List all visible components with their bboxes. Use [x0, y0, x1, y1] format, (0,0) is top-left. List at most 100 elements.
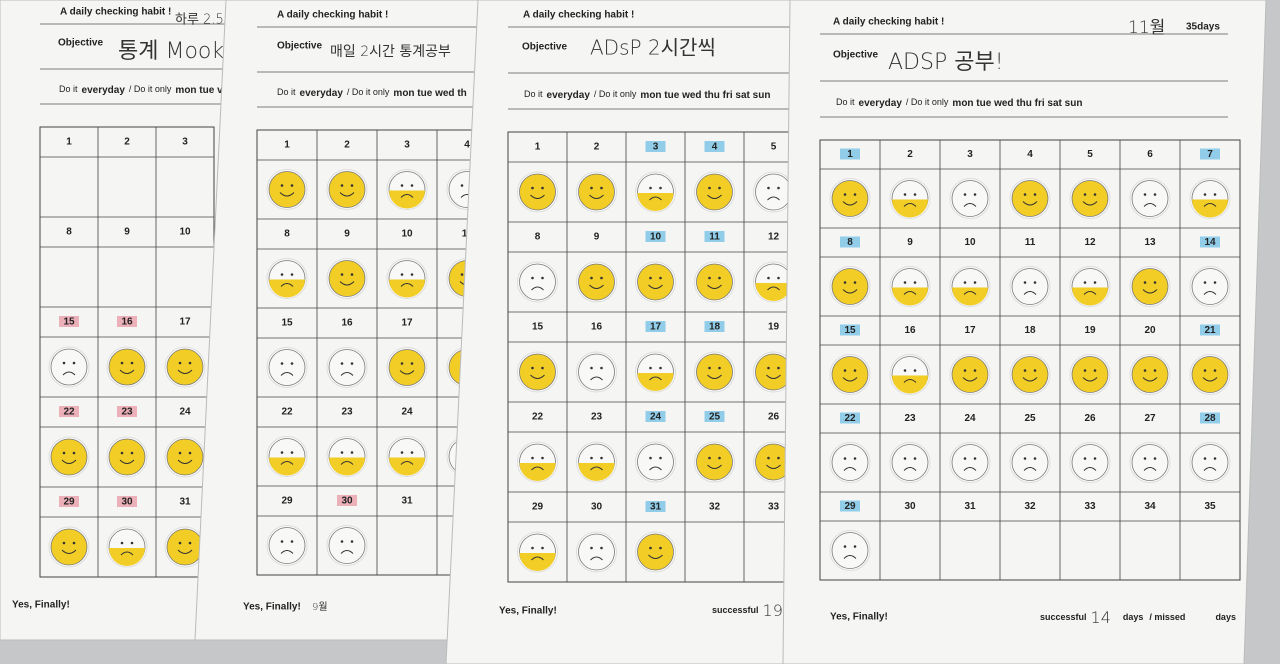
day-number: 20: [1144, 325, 1156, 336]
sheet-header: A daily checking habit !: [60, 7, 171, 18]
eye: [777, 276, 780, 280]
sticker-half: [578, 463, 615, 482]
eye: [460, 273, 464, 276]
paper: [782, 0, 1267, 664]
day-number: 21: [1204, 325, 1216, 336]
objective-note: 하루 2.5시: [175, 13, 236, 28]
day-number: 34: [1144, 501, 1156, 512]
day-number: 27: [1144, 413, 1156, 424]
mouth: [843, 467, 857, 471]
eye: [708, 186, 711, 190]
day-number: 4: [1027, 149, 1033, 160]
eye: [1033, 369, 1037, 372]
eye: [1023, 457, 1027, 460]
sticker-face: [696, 263, 733, 301]
eye: [590, 366, 593, 370]
habit-sheet: A daily checking habit ! Objective ADSP 공부…: [782, 0, 1267, 664]
day-number: 1: [284, 140, 290, 151]
sticker-face: [578, 263, 615, 301]
day-number: 5: [1087, 149, 1093, 160]
mouth: [589, 284, 604, 289]
mouth: [842, 201, 858, 206]
day-number: 1: [535, 142, 541, 153]
eye: [600, 456, 603, 460]
sticker-face: [831, 444, 869, 481]
do-it-do-it: Do it: [59, 84, 78, 94]
eye: [913, 193, 917, 196]
day-number: 12: [1084, 237, 1096, 248]
eye: [913, 457, 917, 460]
mouth: [531, 286, 544, 291]
eye: [1213, 457, 1217, 460]
mouth: [707, 194, 722, 199]
eye: [767, 276, 770, 280]
mouth: [280, 283, 294, 287]
habit-sheet: A daily checking habit ! Objective 매일 2시간 …: [194, 0, 498, 641]
mouth: [963, 467, 977, 471]
day-number: 35: [1204, 501, 1216, 512]
mouth: [648, 284, 663, 289]
eye: [340, 184, 344, 187]
objective-label: Objective: [833, 50, 878, 61]
mouth: [399, 370, 415, 375]
day-tape: [59, 406, 79, 417]
sticker-half: [892, 287, 928, 306]
mouth: [339, 192, 355, 197]
sticker-face: [166, 348, 204, 386]
sticker-face: [578, 173, 615, 211]
eye: [350, 451, 354, 454]
mouth: [962, 377, 978, 382]
eye: [1033, 281, 1037, 284]
mouth: [1143, 203, 1157, 207]
day-tape: [117, 316, 137, 327]
success-missed: / missed: [1149, 612, 1185, 622]
do-it-everyday: everyday: [859, 98, 903, 109]
eye: [718, 276, 721, 280]
day-number: 31: [401, 496, 413, 507]
mouth: [119, 459, 135, 464]
sticker-half: [952, 287, 988, 306]
day-number: 30: [591, 502, 603, 513]
mouth: [903, 467, 917, 471]
sticker-face: [1131, 356, 1169, 393]
mouth: [963, 203, 977, 207]
success-line: successful 19: [712, 601, 783, 620]
sticker-face: [578, 353, 615, 391]
day-number: 17: [650, 322, 662, 333]
day-tape: [840, 324, 860, 336]
day-number: 3: [404, 140, 410, 151]
eye: [708, 456, 711, 460]
do-it-do-it-only: / Do it only: [129, 84, 172, 94]
do-it-do-it: Do it: [524, 89, 543, 99]
eye: [777, 366, 780, 370]
sticker-face: [388, 349, 426, 386]
day-number: 14: [1204, 237, 1216, 248]
success-days-label2: days: [1215, 612, 1236, 622]
day-tape: [337, 495, 357, 506]
day-tape: [704, 411, 725, 422]
eye: [659, 186, 662, 190]
day-number: 7: [1207, 149, 1213, 160]
day-tape: [840, 500, 860, 512]
day-tape: [1200, 324, 1220, 336]
sticker-half: [892, 375, 928, 394]
day-number: 13: [1144, 237, 1156, 248]
sticker-face: [519, 353, 556, 391]
sticker-half: [637, 193, 674, 211]
eye: [767, 186, 770, 190]
mouth: [766, 374, 781, 379]
do-it-weekdays: mon tue wed th: [393, 88, 466, 99]
mouth: [61, 549, 77, 554]
day-number: 9: [594, 232, 600, 243]
sticker-face: [831, 180, 869, 217]
mouth: [280, 372, 294, 376]
total-days: 35days: [1186, 22, 1220, 33]
eye: [541, 186, 544, 190]
sticker-half: [519, 553, 556, 571]
day-number: 15: [281, 318, 293, 329]
eye: [410, 273, 414, 276]
day-number: 16: [904, 325, 916, 336]
eye: [531, 276, 534, 280]
sheet-header: A daily checking habit !: [833, 17, 944, 28]
sticker-face: [1131, 444, 1169, 481]
